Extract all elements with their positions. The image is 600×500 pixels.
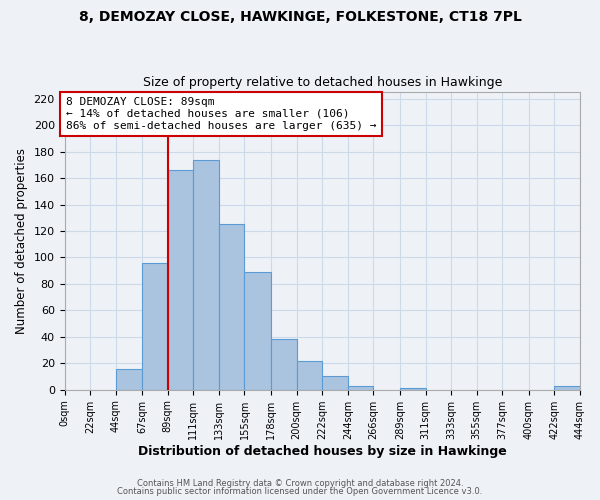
Text: Contains HM Land Registry data © Crown copyright and database right 2024.: Contains HM Land Registry data © Crown c… (137, 478, 463, 488)
Bar (193, 160, 219, 390)
Bar (142, 262, 168, 390)
Bar (168, 170, 193, 390)
Bar (322, 376, 348, 390)
Y-axis label: Number of detached properties: Number of detached properties (15, 148, 28, 334)
Bar (348, 386, 373, 390)
Text: 8 DEMOZAY CLOSE: 89sqm
← 14% of detached houses are smaller (106)
86% of semi-de: 8 DEMOZAY CLOSE: 89sqm ← 14% of detached… (65, 98, 376, 130)
Bar (271, 340, 297, 390)
Bar (297, 360, 322, 390)
Text: 8, DEMOZAY CLOSE, HAWKINGE, FOLKESTONE, CT18 7PL: 8, DEMOZAY CLOSE, HAWKINGE, FOLKESTONE, … (79, 10, 521, 24)
Bar (400, 388, 425, 390)
Bar (219, 224, 244, 390)
Bar (554, 386, 580, 390)
Bar (116, 368, 142, 390)
Bar (244, 272, 271, 390)
Title: Size of property relative to detached houses in Hawkinge: Size of property relative to detached ho… (143, 76, 502, 90)
Text: Contains public sector information licensed under the Open Government Licence v3: Contains public sector information licen… (118, 487, 482, 496)
X-axis label: Distribution of detached houses by size in Hawkinge: Distribution of detached houses by size … (138, 444, 506, 458)
